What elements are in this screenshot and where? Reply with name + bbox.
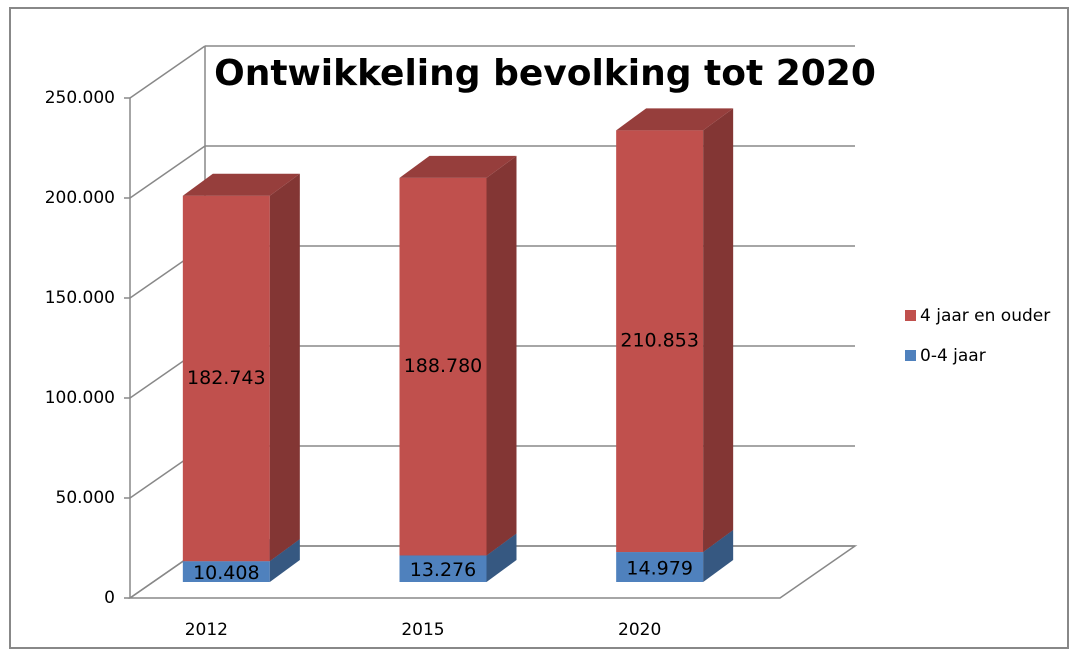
bar-side	[486, 155, 517, 556]
bar-front	[616, 552, 704, 582]
y-tick-label: 250.000	[45, 88, 115, 108]
bar-front	[182, 195, 270, 562]
data-label: 182.743	[187, 367, 266, 389]
legend-label: 0-4 jaar	[920, 346, 986, 366]
y-tick-label: 200.000	[45, 188, 115, 208]
bar-top	[399, 155, 517, 178]
bar-front	[182, 561, 270, 582]
data-label: 210.853	[620, 330, 699, 352]
grid-line	[129, 45, 206, 99]
bar-side	[703, 530, 734, 582]
x-tick-label: 2015	[401, 620, 444, 640]
bar-side	[703, 108, 734, 553]
y-tick-label: 50.000	[56, 488, 115, 508]
bar-top	[616, 108, 734, 131]
chart-border	[9, 7, 1069, 649]
legend-swatch	[905, 310, 916, 321]
bar-front	[399, 555, 487, 582]
bar-top	[182, 173, 300, 196]
chart-title: Ontwikkeling bevolking tot 2020	[214, 53, 876, 94]
bar-side	[269, 173, 300, 562]
legend-label: 4 jaar en ouder	[920, 306, 1050, 326]
data-label: 188.780	[404, 355, 483, 377]
bar-side	[269, 539, 300, 582]
data-label: 13.276	[410, 559, 476, 581]
legend-swatch	[905, 350, 916, 361]
data-label: 14.979	[626, 558, 692, 580]
x-tick-label: 2020	[618, 620, 661, 640]
y-tick-label: 0	[104, 588, 115, 608]
bar-front	[399, 177, 487, 556]
bar-side	[486, 533, 517, 582]
x-tick-label: 2012	[185, 620, 228, 640]
y-tick-label: 100.000	[45, 388, 115, 408]
data-label: 10.408	[193, 562, 259, 584]
grid-line	[129, 145, 206, 199]
bar-front	[616, 130, 704, 553]
y-tick-label: 150.000	[45, 288, 115, 308]
